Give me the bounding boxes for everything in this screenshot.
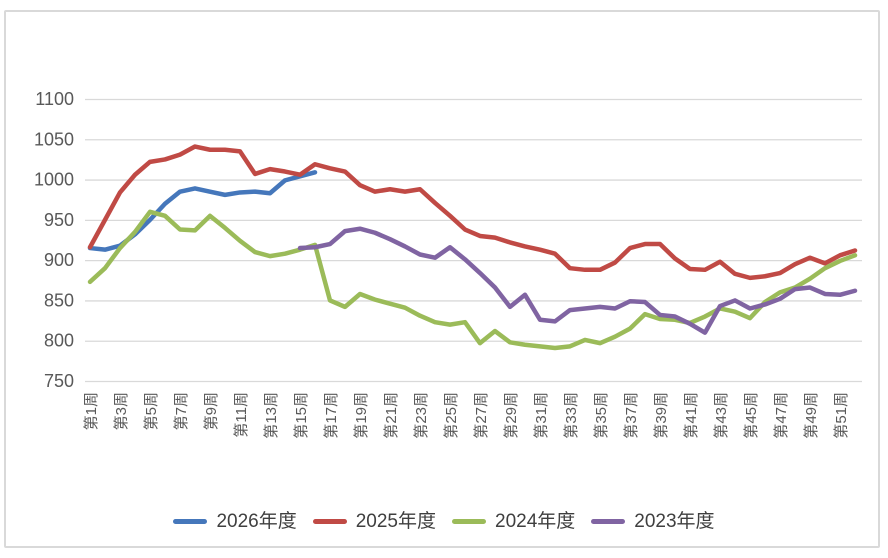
x-tick-label: 第41周: [682, 392, 700, 439]
legend-item-2026年度[interactable]: 2026年度: [173, 510, 297, 532]
legend-item-2025年度[interactable]: 2025年度: [312, 510, 436, 532]
x-tick-label: 第45周: [742, 392, 760, 439]
legend-swatch-icon: [452, 518, 486, 524]
legend-swatch-icon: [591, 518, 626, 524]
x-tick-label: 第21周: [382, 392, 400, 439]
x-tick-label: 第27周: [472, 392, 490, 439]
x-tick-label: 第39周: [652, 392, 670, 439]
series-line-2024年度: [87, 209, 858, 351]
y-tick-label: 750: [44, 371, 74, 391]
series-line-2023年度: [297, 226, 858, 335]
x-tick-label: 第47周: [772, 392, 790, 439]
chart-frame: 750 800 850 900 950 1000 1050 1100 第1周 第3周 第5周 第7周第…: [4, 10, 880, 548]
y-tick-label: 1000: [34, 170, 74, 190]
legend-swatch-icon: [173, 518, 208, 524]
x-tick-label: 第49周: [802, 392, 820, 439]
x-tick-label: 第35周: [592, 392, 610, 439]
x-tick-label: 第3周: [112, 392, 130, 430]
x-tick-label: 第9周: [202, 392, 220, 430]
x-tick-label: 第17周: [322, 392, 340, 439]
chart-legend: 2026年度 2025年度 2024年度 2023年度: [6, 506, 878, 536]
x-tick-label: 第29周: [502, 392, 520, 439]
x-tick-label: 第43周: [712, 392, 730, 439]
x-tick-label: 第7周: [172, 392, 190, 430]
x-tick-label: 第25周: [442, 392, 460, 439]
x-tick-label: 第13周: [262, 392, 280, 439]
y-tick-label: 1100: [35, 89, 74, 109]
y-tick-label: 950: [44, 210, 74, 230]
series-line-2025年度: [87, 144, 858, 281]
x-tick-label: 第5周: [142, 392, 160, 430]
legend-label: 2026年度: [216, 510, 297, 532]
legend-label: 2023年度: [634, 510, 715, 532]
x-tick-label: 第19周: [352, 392, 370, 439]
x-tick-label: 第1周: [82, 392, 100, 430]
y-tick-label: 850: [44, 290, 74, 310]
x-tick-label: 第31周: [532, 392, 550, 439]
y-tick-label: 800: [44, 331, 74, 351]
legend-swatch-icon: [312, 518, 347, 524]
x-tick-label: 第37周: [622, 392, 640, 439]
legend-label: 2025年度: [355, 510, 436, 532]
legend-item-2024年度[interactable]: 2024年度: [452, 512, 575, 531]
x-tick-label: 第15周: [292, 392, 310, 439]
x-tick-label: 第11周: [232, 392, 250, 438]
series-line-2026年度: [87, 170, 318, 252]
y-tick-label: 900: [44, 250, 74, 270]
line-chart-plot: 750800850900950100010501100第1周 第3周 第5周 第7周第…: [34, 89, 862, 439]
y-tick-label: 1050: [34, 129, 74, 149]
x-tick-label: 第51周: [832, 392, 850, 439]
x-tick-label: 第23周: [412, 392, 430, 439]
legend-label: 2024年度: [495, 510, 576, 532]
legend-item-2023年度[interactable]: 2023年度: [591, 510, 715, 532]
x-tick-label: 第33周: [562, 392, 580, 439]
